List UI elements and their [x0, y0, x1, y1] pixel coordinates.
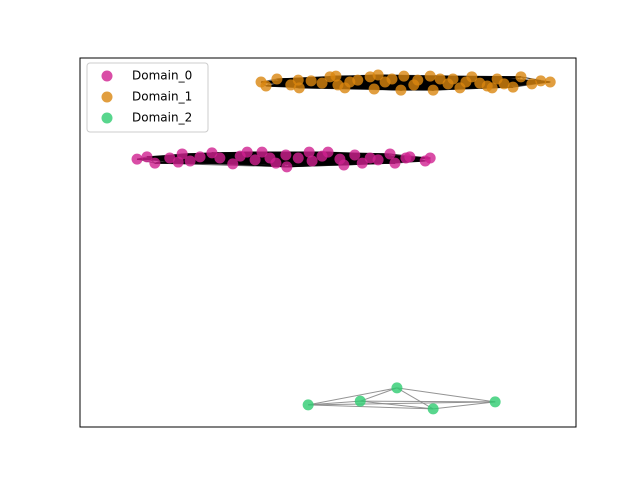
node [404, 151, 416, 163]
node [391, 382, 403, 394]
node [302, 399, 314, 411]
node [352, 74, 364, 86]
node [368, 83, 380, 95]
node [149, 157, 161, 169]
node [544, 76, 556, 88]
node [486, 82, 498, 94]
node [498, 78, 510, 90]
node [434, 73, 446, 85]
node [386, 73, 398, 85]
node [227, 158, 239, 170]
node [395, 84, 407, 96]
node [214, 152, 226, 164]
node [184, 155, 196, 167]
node [194, 151, 206, 163]
edge [308, 387, 398, 406]
node [424, 152, 436, 164]
node [507, 81, 519, 93]
edge [360, 387, 398, 402]
legend-label: Domain_0 [132, 69, 192, 83]
node [412, 74, 424, 86]
legend-marker [101, 112, 113, 124]
legend: Domain_0 Domain_1 Domain_2 [86, 62, 209, 133]
legend-box [86, 62, 209, 133]
node [398, 70, 410, 82]
edge [308, 401, 496, 406]
node [427, 403, 439, 415]
node [131, 153, 143, 165]
node [293, 82, 305, 94]
node [372, 154, 384, 166]
node [172, 156, 184, 168]
node [316, 77, 328, 89]
node [447, 73, 459, 85]
edge [433, 401, 496, 410]
edge [360, 400, 496, 403]
node [270, 157, 282, 169]
edge [308, 404, 434, 410]
node [256, 146, 268, 158]
axes-frame [79, 57, 577, 428]
node [535, 75, 547, 87]
edge [396, 387, 434, 410]
legend-label: Domain_1 [132, 90, 192, 104]
node [384, 148, 396, 160]
node [330, 70, 342, 82]
node [305, 75, 317, 87]
node [466, 71, 478, 83]
node [271, 73, 283, 85]
legend-label: Domain_2 [132, 111, 192, 125]
node [322, 146, 334, 158]
node [372, 69, 384, 81]
legend-marker [101, 70, 113, 82]
node [206, 147, 218, 159]
node [489, 396, 501, 408]
node [306, 155, 318, 167]
node [176, 148, 188, 160]
node [389, 157, 401, 169]
node [303, 146, 315, 158]
node [338, 159, 350, 171]
node [526, 78, 538, 90]
legend-marker [101, 91, 113, 103]
node [241, 146, 253, 158]
edge [396, 387, 496, 403]
node [281, 161, 293, 173]
node [354, 395, 366, 407]
node [280, 149, 292, 161]
node [141, 151, 153, 163]
node [249, 154, 261, 166]
node [356, 157, 368, 169]
node [427, 84, 439, 96]
nodes [131, 69, 556, 415]
node [164, 152, 176, 164]
node [424, 70, 436, 82]
node [260, 80, 272, 92]
node [515, 71, 527, 83]
node [349, 149, 361, 161]
edge [360, 400, 434, 410]
node [292, 152, 304, 164]
